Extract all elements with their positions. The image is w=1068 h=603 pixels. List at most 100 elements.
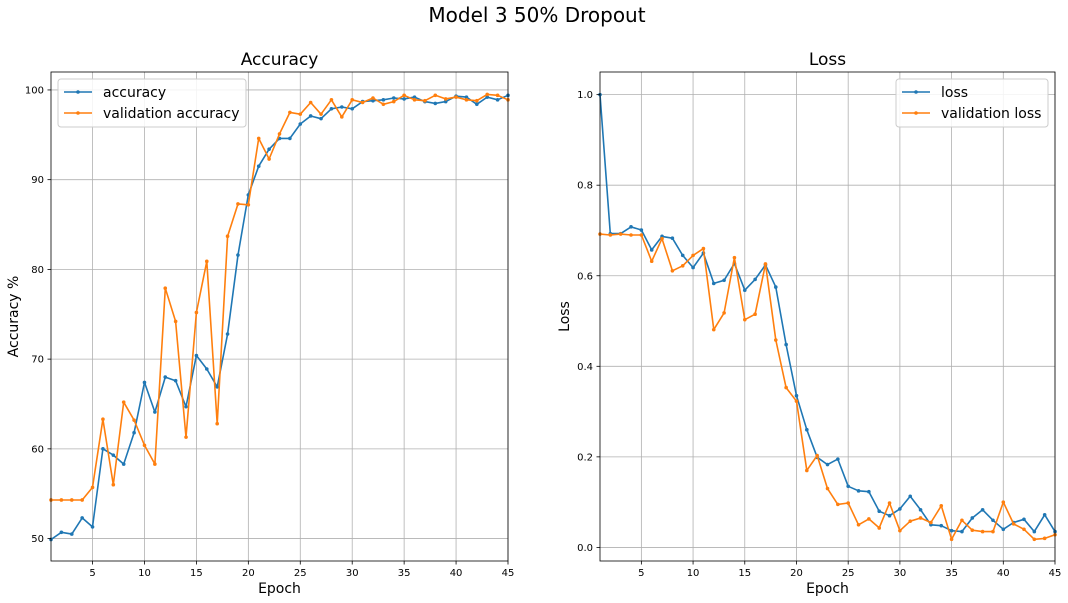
data-point [132,418,136,422]
data-point [856,489,861,493]
data-point [918,516,923,520]
data-point [856,522,861,527]
data-point [101,447,105,451]
data-point [381,102,386,107]
data-point [308,100,313,105]
data-point [204,259,209,264]
data-point [629,225,633,229]
data-point [763,262,768,266]
y-tick-label: 0.6 [577,271,593,282]
data-point [773,338,778,342]
data-point [680,263,685,268]
data-point [340,105,344,109]
data-point [680,253,685,258]
series-line-validation-loss [599,233,1056,541]
data-point [1042,536,1047,541]
data-point [784,342,788,347]
y-tick-label: 60 [31,444,44,455]
data-point [464,98,469,102]
data-point [256,136,261,141]
x-tick-label: 40 [997,568,1010,579]
data-point [184,404,188,409]
data-point [464,95,469,99]
data-point [691,265,695,270]
x-tick-label: 35 [398,568,411,579]
data-point [929,520,933,525]
legend-label: validation accuracy [103,106,240,122]
data-point [794,393,799,398]
chart-accuracy: 5 10 15 20 25 30 35 40 45 50 60 70 80 90 100 Accuracy Ep… [6,50,514,597]
data-point [825,462,830,467]
data-point [256,164,261,169]
data-point [753,312,757,317]
data-point [121,462,126,466]
data-point [412,98,417,102]
data-point [142,443,147,448]
x-tick-label: 15 [190,568,203,579]
x-axis-label: Epoch [806,581,849,597]
legend-marker [76,90,80,94]
data-point [960,529,964,534]
data-point [371,96,375,100]
data-point [960,518,964,523]
data-point [402,93,406,98]
data-point [629,233,633,237]
data-point [836,457,840,461]
data-point [173,319,178,324]
legend-box [895,78,1049,128]
y-tick-label: 50 [31,534,44,545]
data-point [485,92,490,97]
data-point [475,102,479,107]
data-point [495,93,500,98]
y-tick-label: 70 [31,355,44,366]
x-tick-label: 10 [687,568,700,579]
data-point [732,255,737,260]
data-point [350,98,355,102]
data-point [443,99,448,104]
data-point [319,112,323,116]
x-tick-label: 45 [502,568,515,579]
data-point [1001,527,1006,532]
data-point [939,523,944,528]
data-point [402,97,406,101]
data-point [991,518,995,523]
data-point [225,332,230,336]
data-point [908,519,913,523]
data-point [722,311,726,315]
data-point [153,410,157,414]
data-point [670,268,675,273]
data-point [111,453,116,457]
data-point [391,99,396,104]
y-tick-label: 0.4 [577,362,593,373]
data-point [298,112,303,116]
data-point [836,502,840,507]
legend-label: accuracy [103,85,166,101]
data-point [887,501,892,505]
data-point [908,494,913,499]
data-point [184,435,188,439]
x-tick-label: 35 [945,568,958,579]
x-tick-label: 5 [638,568,644,579]
legend: loss validation loss [895,78,1049,128]
y-tick-label: 100 [25,85,44,96]
legend-marker [914,90,918,94]
data-point [608,233,613,237]
data-point [360,100,365,105]
data-point [846,501,850,505]
data-point [454,95,458,99]
data-point [711,281,716,286]
y-tick-label: 0.8 [577,181,593,192]
y-axis-label: Loss [557,301,573,332]
data-point [90,525,95,529]
series-line-accuracy [50,94,509,541]
data-point [980,529,985,534]
data-point [142,380,147,385]
data-point [246,202,251,207]
data-point [898,507,902,511]
data-point [80,498,84,502]
data-point [691,253,695,258]
data-point [475,98,479,103]
data-point [69,498,74,502]
data-point [485,95,490,99]
